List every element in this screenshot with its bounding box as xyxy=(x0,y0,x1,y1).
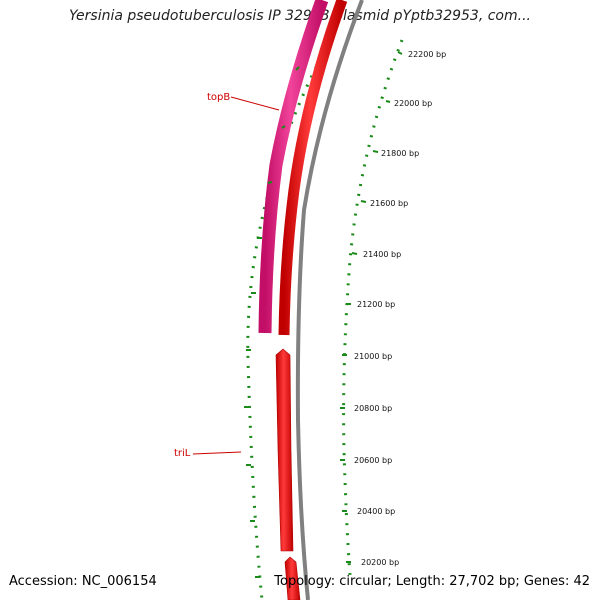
ruler-label: 20600 bp xyxy=(354,456,392,465)
ruler-label: 21800 bp xyxy=(381,149,419,158)
ruler-label: 20800 bp xyxy=(354,404,392,413)
triL-leader-line xyxy=(192,451,242,455)
triL-gene-arrow[interactable] xyxy=(275,348,294,552)
inner-major-ticks xyxy=(340,51,403,563)
map-title: Yersinia pseudotuberculosis IP 32953 pla… xyxy=(69,8,531,24)
ruler-label: 20400 bp xyxy=(357,507,395,516)
topB-gene-border xyxy=(258,0,329,334)
outer-major-ticks xyxy=(244,66,300,578)
gene-label-triL[interactable]: triL xyxy=(174,448,191,459)
lower-gene-arrow[interactable] xyxy=(284,556,301,600)
inner-tick xyxy=(372,150,379,153)
ruler-label: 21200 bp xyxy=(357,300,395,309)
ruler-label: 21400 bp xyxy=(363,250,401,259)
gene-label-triL-group[interactable]: triL xyxy=(174,448,242,459)
ruler-label: 21600 bp xyxy=(370,199,408,208)
accession-label: Accession: NC_006154 xyxy=(9,574,157,589)
inner-tick xyxy=(385,100,391,103)
outer-tick xyxy=(267,181,273,184)
inner-tick xyxy=(360,200,367,203)
ruler-label: 22000 bp xyxy=(394,99,432,108)
inner-tick xyxy=(351,252,358,255)
topology-summary: Topology: circular; Length: 27,702 bp; G… xyxy=(274,574,590,589)
outer-tick xyxy=(281,125,286,129)
backbone-ring xyxy=(295,0,364,600)
ruler-label: 21000 bp xyxy=(354,352,392,361)
topB-gene-arc[interactable] xyxy=(258,0,329,334)
inner-tick xyxy=(397,51,403,55)
ruler-labels: 22200 bp 22000 bp 21800 bp 21600 bp 2140… xyxy=(354,50,446,567)
gene-label-topB-group[interactable]: topB xyxy=(207,92,280,111)
forward-cds-arc-upper[interactable] xyxy=(278,0,348,336)
gene-label-topB[interactable]: topB xyxy=(207,92,230,103)
ruler-label: 22200 bp xyxy=(408,50,446,59)
ruler-label: 20200 bp xyxy=(361,558,399,567)
outer-tick xyxy=(295,66,300,71)
inner-dotted-ring xyxy=(342,39,404,576)
topB-leader-line xyxy=(230,96,280,111)
